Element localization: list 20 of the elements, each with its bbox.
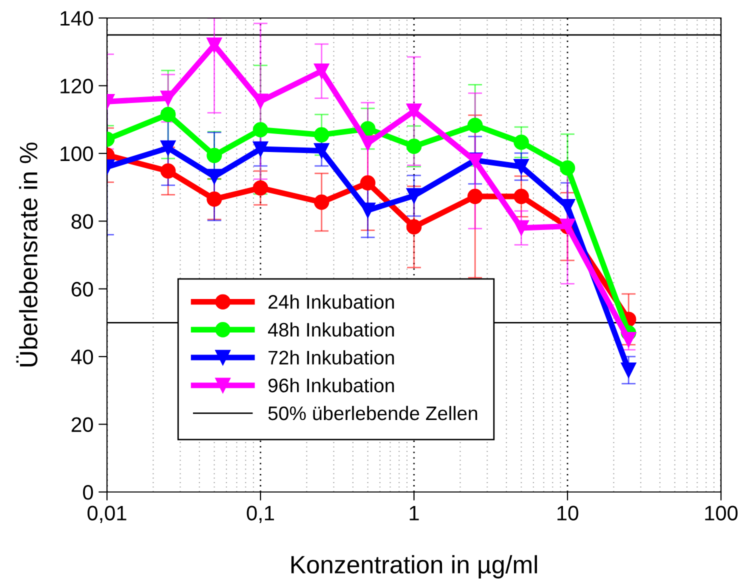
y-tick-label: 100 (60, 146, 93, 162)
legend-label: 50% überlebende Zellen (268, 406, 478, 420)
x-tick-label: 10 (558, 506, 578, 520)
y-tick-label: 60 (72, 282, 93, 297)
y-tick-label: 80 (72, 214, 93, 229)
y-tick-label: 140 (60, 11, 93, 26)
legend-label: 72h Inkubation (268, 350, 394, 365)
legend-label: 24h Inkubation (268, 294, 394, 309)
x-tick-label: 1 (410, 506, 419, 520)
legend-label: 48h Inkubation (268, 322, 394, 337)
y-tick-label: 20 (72, 417, 93, 432)
x-tick-label: 100 (705, 506, 738, 520)
y-tick-label: 40 (71, 350, 93, 364)
y-tick-label: 120 (60, 78, 93, 94)
x-tick-label: 0,1 (246, 506, 274, 523)
x-tick-label: 0,01 (88, 506, 126, 523)
y-tick-label: 0 (83, 485, 93, 500)
y-axis-title: Überlebensrate in % (16, 142, 38, 366)
x-axis-title: Konzentration in µg/ml (291, 555, 537, 578)
legend-label: 96h Inkubation (268, 378, 394, 392)
